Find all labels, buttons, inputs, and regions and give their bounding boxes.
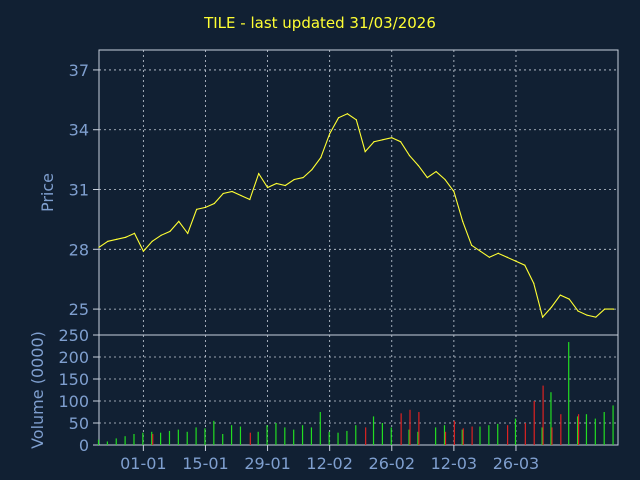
price-point [337,117,340,119]
chart-title: TILE - last updated 31/03/2026 [204,14,436,32]
price-tick-label: 25 [69,300,89,319]
price-point [426,176,428,179]
volume-tick-label: 250 [58,326,89,345]
price-point [204,206,207,209]
volume-panel: 0 50 100 150 200 250 01-01 15-01 29-01 12-02 26-02… [28,326,619,473]
price-plot-frame [98,49,619,336]
price-point [231,190,233,193]
price-point [329,133,331,135]
price-point [550,306,553,308]
price-axis-label: Price [38,173,57,212]
price-point [382,139,384,141]
price-point [586,314,588,316]
price-point [195,208,198,211]
price-tick-label: 34 [69,121,89,140]
volume-tick-label: 0 [79,436,89,455]
price-point [515,260,517,262]
x-tick-label: 29-01 [244,454,291,473]
price-point [266,186,269,189]
price-point [408,155,411,157]
volume-tick-label: 150 [58,370,89,389]
price-point [125,236,127,238]
price-point [453,190,455,193]
price-point [462,220,464,222]
price-point [98,246,100,248]
price-point [160,234,162,236]
price-point [249,198,251,201]
price-point [355,119,357,121]
price-point [222,192,224,195]
price-point [524,264,526,266]
price-point [541,316,544,318]
price-point [604,308,606,310]
x-tick-label: 26-03 [493,454,540,473]
volume-tick-label: 50 [69,414,89,433]
price-point [373,141,375,143]
price-point [116,238,118,240]
x-tick-label: 12-03 [431,454,478,473]
price-point [488,256,490,258]
price-point [612,308,615,310]
price-point [302,176,304,179]
price-tick-label: 31 [69,181,89,200]
price-point [293,178,295,181]
price-point [364,151,366,153]
price-point [187,232,189,234]
price-point [497,252,499,254]
price-point [275,182,278,185]
volume-axis-label: Volume (0000) [28,331,47,449]
price-point [417,164,419,167]
price-line [98,113,614,319]
price-point [435,170,437,173]
price-tick-label: 37 [69,61,89,80]
price-point [559,294,561,296]
x-tick-label: 01-01 [120,454,167,473]
price-point [320,157,322,159]
price-point [479,250,482,252]
x-tick-label: 12-02 [306,454,353,473]
volume-tick-label: 200 [58,348,89,367]
price-point [107,240,109,242]
price-point [471,244,473,246]
price-point [178,220,180,222]
price-point [568,298,570,300]
volume-plot-frame [98,334,619,446]
price-point [444,178,446,181]
price-point [151,240,153,242]
price-point [391,137,393,139]
price-point [400,141,402,143]
price-point [258,172,260,175]
price-panel: 25 28 31 34 37 Price [38,49,619,336]
price-point [311,168,313,171]
price-tick-label: 28 [69,240,89,259]
price-point [346,113,349,115]
price-point [533,282,535,284]
price-point [284,184,286,187]
x-tick-label: 26-02 [369,454,416,473]
price-point [142,250,144,252]
price-point [213,202,215,205]
price-point [133,232,136,234]
price-point [506,256,508,258]
price-point [577,310,579,312]
x-tick-label: 15-01 [182,454,229,473]
price-point [595,316,597,318]
price-point [240,194,242,197]
price-point [169,230,171,232]
volume-tick-label: 100 [58,392,89,411]
